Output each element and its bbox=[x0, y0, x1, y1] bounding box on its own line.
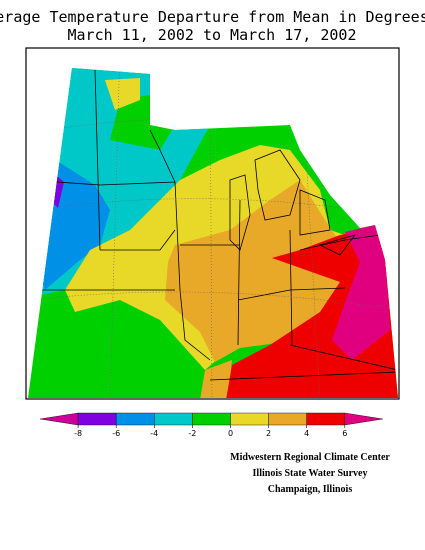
legend-tick-label: -2 bbox=[188, 429, 196, 438]
legend-swatch bbox=[306, 412, 345, 426]
legend-tick-label: 6 bbox=[342, 429, 347, 438]
legend-swatch bbox=[39, 412, 79, 426]
title-line: Average Temperature Departure from Mean … bbox=[0, 8, 425, 26]
legend-tick-label: 2 bbox=[266, 429, 271, 438]
credit: Midwestern Regional Climate Center bbox=[230, 452, 390, 463]
color-legend: -8 -6 -4 -2 0 2 4 6 bbox=[39, 412, 383, 438]
legend-swatch bbox=[192, 412, 231, 426]
credit: Champaign, Illinois bbox=[268, 484, 353, 495]
legend-tick-label: -4 bbox=[150, 429, 158, 438]
title-line: March 11, 2002 to March 17, 2002 bbox=[68, 26, 357, 44]
legend-tick-label: -6 bbox=[112, 429, 120, 438]
legend-swatch bbox=[268, 412, 307, 426]
legend-swatch bbox=[230, 412, 269, 426]
legend-tick-label: 0 bbox=[228, 429, 233, 438]
legend-swatch bbox=[77, 412, 117, 426]
map bbox=[25, 47, 400, 400]
legend-tick-label: -8 bbox=[74, 429, 82, 438]
legend-swatch bbox=[154, 412, 193, 426]
legend-tick-label: 4 bbox=[304, 429, 309, 438]
legend-swatch bbox=[116, 412, 155, 426]
legend-swatch bbox=[344, 412, 383, 426]
credit: Illinois State Water Survey bbox=[253, 468, 368, 479]
